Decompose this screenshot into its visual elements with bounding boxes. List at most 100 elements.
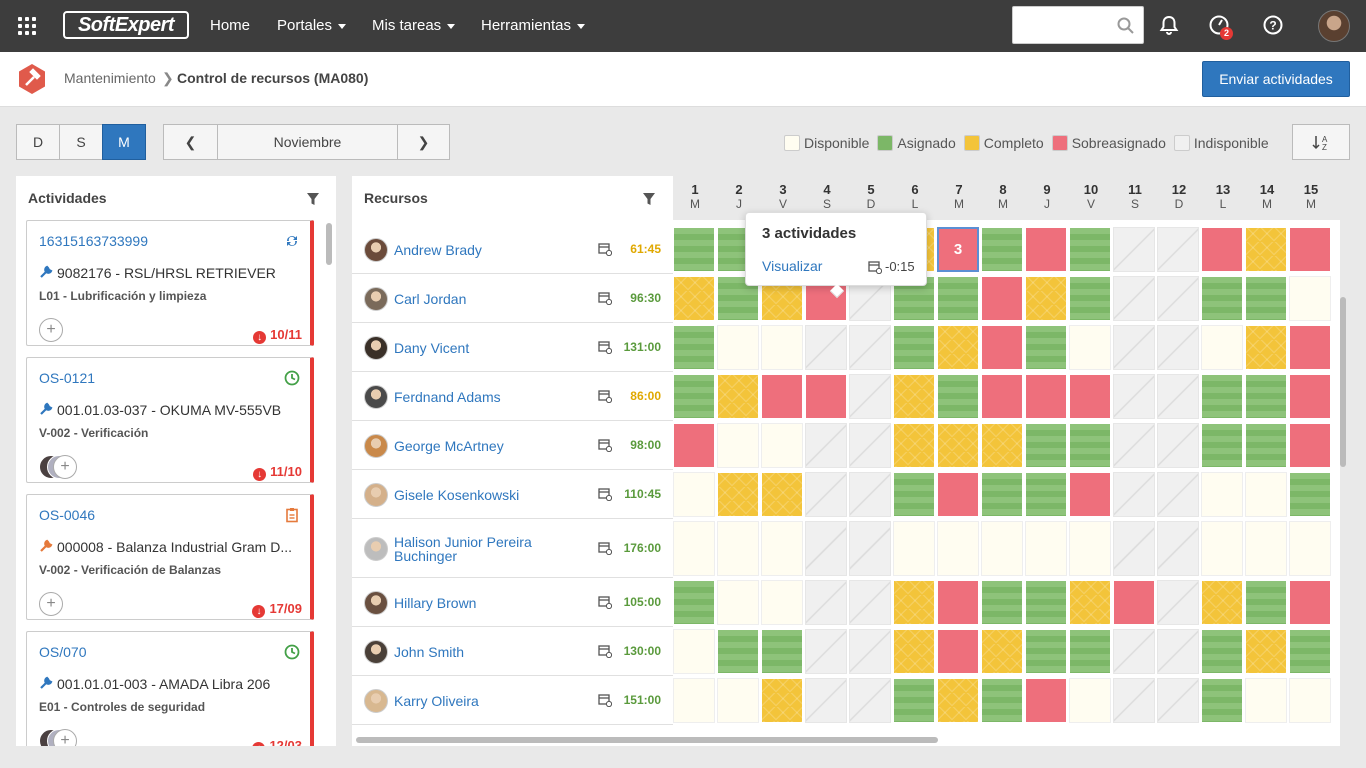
complete-cell[interactable]: [1069, 580, 1111, 625]
calendar-clock-icon[interactable]: [598, 389, 612, 403]
complete-cell[interactable]: [1245, 629, 1287, 674]
unavailable-cell[interactable]: [1113, 678, 1155, 723]
resource-name[interactable]: Karry Oliveira: [394, 692, 479, 709]
complete-cell[interactable]: [893, 580, 935, 625]
activity-card[interactable]: 16315163733999 9082176 - RSL/HRSL RETRIE…: [26, 220, 314, 346]
available-cell[interactable]: [1245, 472, 1287, 517]
assigned-cell[interactable]: [1069, 227, 1111, 272]
assigned-cell[interactable]: [981, 227, 1023, 272]
assigned-cell[interactable]: [673, 374, 715, 419]
calendar-clock-icon[interactable]: [598, 541, 612, 555]
available-cell[interactable]: [717, 325, 759, 370]
available-cell[interactable]: [673, 678, 715, 723]
user-avatar[interactable]: [1318, 10, 1350, 42]
unavailable-cell[interactable]: [849, 580, 891, 625]
assigned-cell[interactable]: [1025, 325, 1067, 370]
available-cell[interactable]: [1289, 276, 1331, 321]
activities-scrollbar[interactable]: [326, 223, 332, 265]
available-cell[interactable]: [1289, 521, 1331, 576]
assigned-cell[interactable]: [893, 678, 935, 723]
resource-name[interactable]: Halison Junior Pereira Buchinger: [394, 533, 532, 564]
overassigned-cell[interactable]: [937, 629, 979, 674]
available-cell[interactable]: [717, 678, 759, 723]
activity-id[interactable]: 16315163733999: [39, 233, 149, 249]
available-cell[interactable]: [1069, 678, 1111, 723]
unavailable-cell[interactable]: [1157, 580, 1199, 625]
complete-cell[interactable]: [1025, 276, 1067, 321]
available-cell[interactable]: [1289, 678, 1331, 723]
available-cell[interactable]: [761, 423, 803, 468]
overassigned-cell[interactable]: [1113, 580, 1155, 625]
next-period-button[interactable]: ❯: [397, 124, 450, 160]
view-week-button[interactable]: S: [59, 124, 103, 160]
add-assignee-button[interactable]: +: [53, 729, 77, 746]
resource-name[interactable]: Andrew Brady: [394, 241, 482, 258]
assigned-cell[interactable]: [1025, 629, 1067, 674]
complete-cell[interactable]: [1201, 580, 1243, 625]
complete-cell[interactable]: [1245, 325, 1287, 370]
unavailable-cell[interactable]: [1113, 374, 1155, 419]
horizontal-scrollbar[interactable]: [356, 737, 938, 743]
available-cell[interactable]: [1245, 521, 1287, 576]
assigned-cell[interactable]: [1201, 374, 1243, 419]
unavailable-cell[interactable]: [1113, 276, 1155, 321]
unavailable-cell[interactable]: [849, 678, 891, 723]
unavailable-cell[interactable]: [805, 580, 847, 625]
add-assignee-button[interactable]: +: [53, 455, 77, 479]
assigned-cell[interactable]: [937, 276, 979, 321]
overassigned-cell[interactable]: 3: [937, 227, 979, 272]
overassigned-cell[interactable]: [1289, 227, 1331, 272]
complete-cell[interactable]: [937, 325, 979, 370]
help-icon[interactable]: ?: [1262, 14, 1284, 36]
assigned-cell[interactable]: [673, 227, 715, 272]
assigned-cell[interactable]: [893, 325, 935, 370]
breadcrumb-parent[interactable]: Mantenimiento: [64, 70, 156, 86]
nav-portales[interactable]: Portales: [277, 17, 347, 34]
unavailable-cell[interactable]: [805, 678, 847, 723]
overassigned-cell[interactable]: [981, 325, 1023, 370]
overassigned-cell[interactable]: [1025, 678, 1067, 723]
complete-cell[interactable]: [717, 472, 759, 517]
assigned-cell[interactable]: [893, 472, 935, 517]
available-cell[interactable]: [937, 521, 979, 576]
overassigned-cell[interactable]: [761, 374, 803, 419]
assignee-avatars[interactable]: +: [39, 729, 99, 746]
unavailable-cell[interactable]: [1113, 521, 1155, 576]
unavailable-cell[interactable]: [849, 629, 891, 674]
assigned-cell[interactable]: [1025, 580, 1067, 625]
unavailable-cell[interactable]: [1157, 521, 1199, 576]
resource-row[interactable]: Halison Junior Pereira Buchinger 176:00: [352, 519, 673, 578]
overassigned-cell[interactable]: [981, 276, 1023, 321]
unavailable-cell[interactable]: [805, 423, 847, 468]
assigned-cell[interactable]: [1245, 423, 1287, 468]
overassigned-cell[interactable]: [1289, 580, 1331, 625]
bell-icon[interactable]: [1158, 14, 1180, 36]
calendar-clock-icon[interactable]: [598, 644, 612, 658]
activity-id[interactable]: OS-0046: [39, 507, 96, 523]
available-cell[interactable]: [761, 580, 803, 625]
available-cell[interactable]: [893, 521, 935, 576]
send-activities-button[interactable]: Enviar actividades: [1202, 61, 1350, 97]
available-cell[interactable]: [673, 629, 715, 674]
unavailable-cell[interactable]: [1157, 276, 1199, 321]
unavailable-cell[interactable]: [1157, 678, 1199, 723]
complete-cell[interactable]: [937, 423, 979, 468]
assigned-cell[interactable]: [761, 629, 803, 674]
complete-cell[interactable]: [673, 276, 715, 321]
vertical-scrollbar[interactable]: [1340, 297, 1346, 467]
assigned-cell[interactable]: [1245, 276, 1287, 321]
resource-name[interactable]: George McArtney: [394, 437, 504, 454]
complete-cell[interactable]: [893, 423, 935, 468]
tasks-gauge-icon[interactable]: [1208, 14, 1230, 36]
overassigned-cell[interactable]: [1069, 374, 1111, 419]
overassigned-cell[interactable]: [805, 374, 847, 419]
assigned-cell[interactable]: [1025, 423, 1067, 468]
unavailable-cell[interactable]: [849, 325, 891, 370]
available-cell[interactable]: [717, 580, 759, 625]
assigned-cell[interactable]: [1201, 678, 1243, 723]
assigned-cell[interactable]: [1069, 276, 1111, 321]
available-cell[interactable]: [981, 521, 1023, 576]
calendar-clock-icon[interactable]: [598, 242, 612, 256]
unavailable-cell[interactable]: [1113, 629, 1155, 674]
